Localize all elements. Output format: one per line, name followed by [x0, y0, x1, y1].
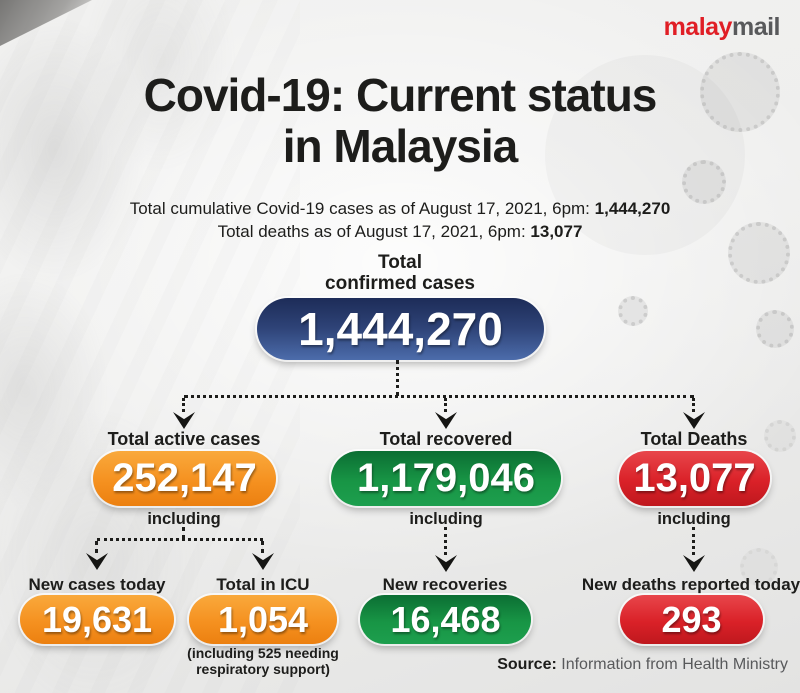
connector-line: [692, 398, 695, 412]
source-label: Source:: [497, 656, 557, 673]
new-recoveries-pill: 16,468: [360, 595, 531, 644]
total-confirmed-label-line2: confirmed cases: [325, 273, 475, 294]
arrow-down-icon: [683, 555, 705, 572]
subtitle: Total cumulative Covid-19 cases as of Au…: [0, 197, 800, 243]
total-confirmed-label: Total confirmed cases: [0, 252, 800, 294]
icu-note: (including 525 needing respiratory suppo…: [148, 645, 378, 677]
malaymail-logo: malaymail: [663, 13, 781, 42]
new-cases-pill: 19,631: [20, 595, 174, 644]
title-line-1: Covid-19: Current status: [143, 69, 658, 121]
connector-line: [444, 527, 447, 555]
new-deaths-label: New deaths reported today: [581, 575, 800, 594]
connector-line: [261, 541, 264, 553]
source-text: Information from Health Ministry: [556, 656, 788, 673]
icu-label: Total in ICU: [216, 575, 310, 594]
subtitle-value: 13,077: [530, 222, 583, 241]
arrow-down-icon: [435, 412, 457, 429]
connector-line: [95, 541, 98, 553]
virus-icon: [618, 296, 648, 326]
connector-line: [182, 527, 185, 539]
title-line-2: in Malaysia: [282, 120, 518, 172]
virus-icon: [764, 420, 796, 452]
including-label: including: [147, 510, 221, 528]
connector-line: [184, 395, 694, 398]
new-deaths-pill: 293: [620, 595, 763, 644]
total-confirmed-label-line1: Total: [378, 252, 422, 273]
subtitle-text: Total deaths as of August 17, 2021, 6pm:: [217, 222, 531, 241]
new-cases-label: New cases today: [28, 575, 166, 594]
subtitle-line-2: Total deaths as of August 17, 2021, 6pm:…: [0, 220, 800, 243]
connector-line: [396, 360, 399, 396]
deaths-label: Total Deaths: [640, 429, 748, 449]
total-confirmed-pill: 1,444,270: [257, 298, 544, 360]
including-label: including: [657, 510, 731, 528]
arrow-down-icon: [683, 412, 705, 429]
arrow-down-icon: [435, 555, 457, 572]
active-cases-label: Total active cases: [107, 429, 261, 449]
virus-icon: [700, 52, 780, 132]
connector-line: [97, 538, 263, 541]
connector-line: [182, 398, 185, 412]
subtitle-value: 1,444,270: [594, 199, 671, 218]
recovered-label: Total recovered: [379, 429, 513, 449]
connector-line: [444, 398, 447, 412]
connector-line: [692, 527, 695, 555]
page-title: Covid-19: Current status in Malaysia: [0, 70, 800, 172]
subtitle-text: Total cumulative Covid-19 cases as of Au…: [129, 199, 595, 218]
logo-part-red: malay: [663, 13, 733, 41]
virus-icon: [682, 160, 726, 204]
active-cases-pill: 252,147: [93, 451, 276, 506]
including-label: including: [409, 510, 483, 528]
source-credit: Source: Information from Health Ministry: [497, 656, 788, 674]
icu-pill: 1,054: [189, 595, 337, 644]
virus-icon: [740, 548, 778, 586]
subtitle-line-1: Total cumulative Covid-19 cases as of Au…: [0, 197, 800, 220]
logo-part-gray: mail: [731, 13, 781, 41]
recovered-pill: 1,179,046: [331, 451, 561, 506]
deaths-pill: 13,077: [619, 451, 770, 506]
icu-note-line2: respiratory support): [196, 661, 330, 677]
faded-photo-background: [0, 0, 300, 693]
virus-icon: [728, 222, 790, 284]
icu-note-line1: (including 525 needing: [187, 645, 339, 661]
virus-icon: [756, 310, 794, 348]
